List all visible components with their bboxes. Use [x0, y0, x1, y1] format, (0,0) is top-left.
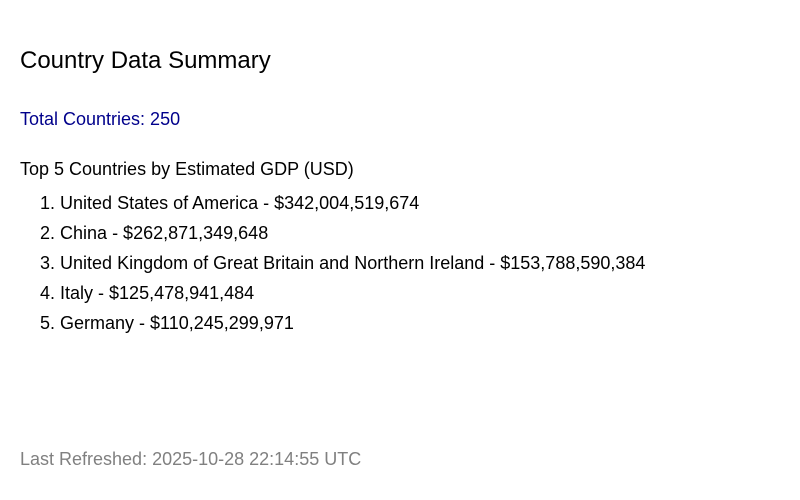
rank-number: 5. [40, 313, 56, 333]
rank-number: 4. [40, 283, 56, 303]
gdp-ranking-list: 1. United States of America - $342,004,5… [40, 188, 645, 338]
country-gdp-text: Italy - $125,478,941,484 [60, 283, 255, 303]
last-refreshed-timestamp: Last Refreshed: 2025-10-28 22:14:55 UTC [20, 449, 362, 469]
rank-number: 3. [40, 253, 56, 273]
country-gdp-text: United Kingdom of Great Britain and Nort… [60, 253, 646, 273]
list-item: 4. Italy - $125,478,941,484 [40, 278, 645, 308]
country-gdp-text: China - $262,871,349,648 [60, 223, 269, 243]
total-countries-label: Total Countries: 250 [20, 109, 181, 129]
country-gdp-text: Germany - $110,245,299,971 [60, 313, 294, 333]
page-title: Country Data Summary [20, 47, 271, 74]
list-item: 2. China - $262,871,349,648 [40, 218, 645, 248]
list-item: 5. Germany - $110,245,299,971 [40, 308, 645, 338]
rank-number: 1. [40, 193, 56, 213]
gdp-section-heading: Top 5 Countries by Estimated GDP (USD) [20, 159, 354, 179]
country-gdp-text: United States of America - $342,004,519,… [60, 193, 420, 213]
rank-number: 2. [40, 223, 56, 243]
list-item: 3. United Kingdom of Great Britain and N… [40, 248, 645, 278]
list-item: 1. United States of America - $342,004,5… [40, 188, 645, 218]
